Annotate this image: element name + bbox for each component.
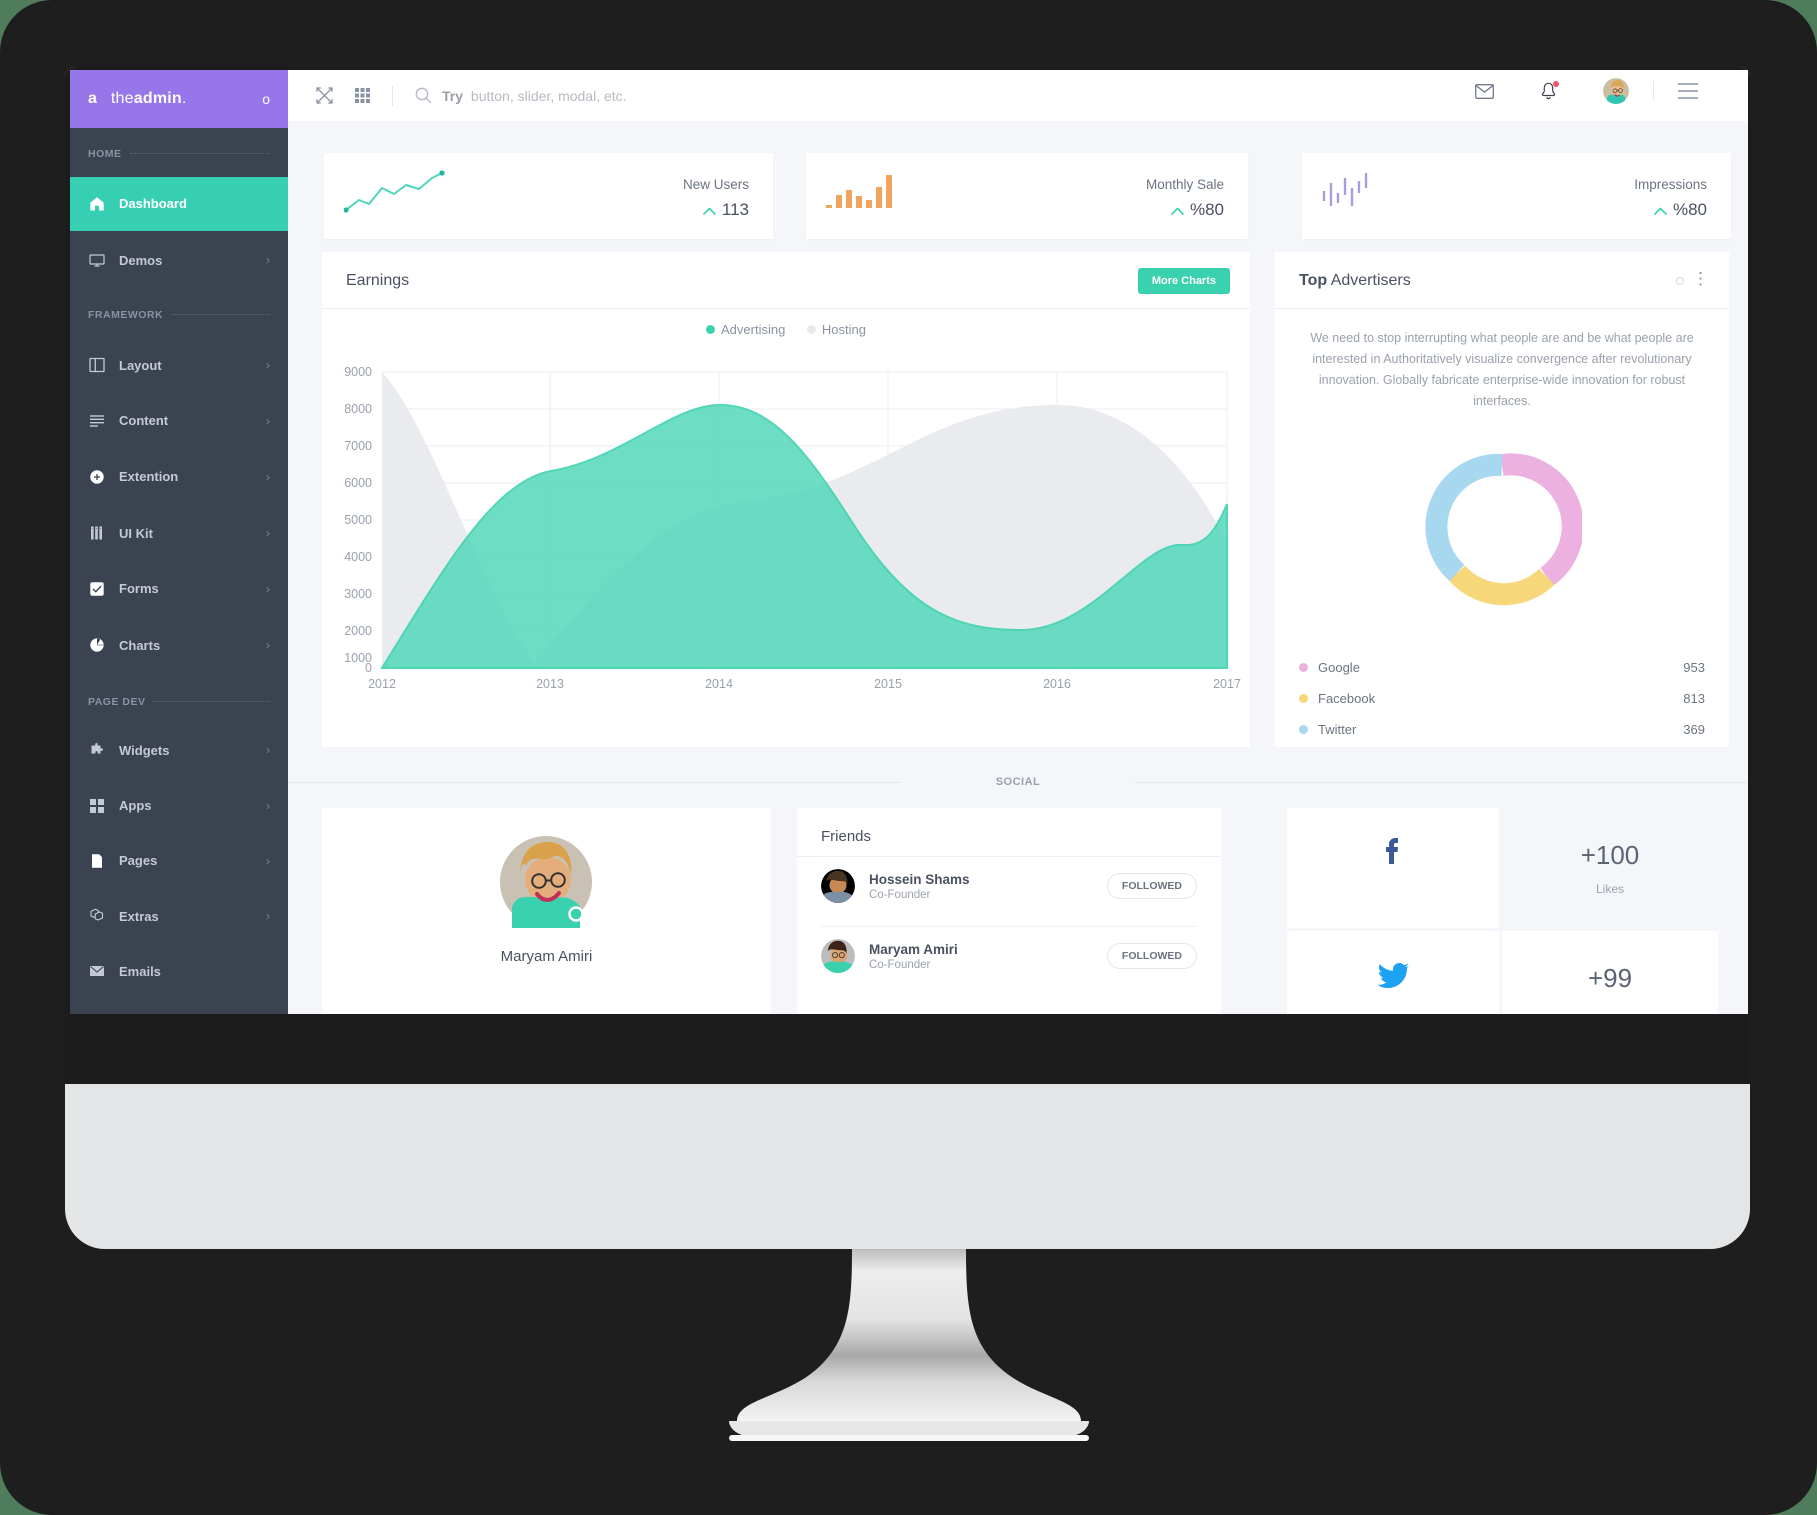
svg-text:0: 0 — [365, 661, 372, 675]
svg-text:3000: 3000 — [344, 587, 372, 601]
svg-text:5000: 5000 — [344, 513, 372, 527]
svg-text:4000: 4000 — [344, 550, 372, 564]
svg-text:2012: 2012 — [368, 677, 396, 691]
svg-text:7000: 7000 — [344, 439, 372, 453]
svg-text:8000: 8000 — [344, 402, 372, 416]
svg-text:9000: 9000 — [344, 365, 372, 379]
svg-text:2000: 2000 — [344, 624, 372, 638]
svg-text:6000: 6000 — [344, 476, 372, 490]
svg-text:2013: 2013 — [536, 677, 564, 691]
svg-text:2017: 2017 — [1213, 677, 1241, 691]
svg-text:2014: 2014 — [705, 677, 733, 691]
svg-text:2015: 2015 — [874, 677, 902, 691]
svg-text:2016: 2016 — [1043, 677, 1071, 691]
